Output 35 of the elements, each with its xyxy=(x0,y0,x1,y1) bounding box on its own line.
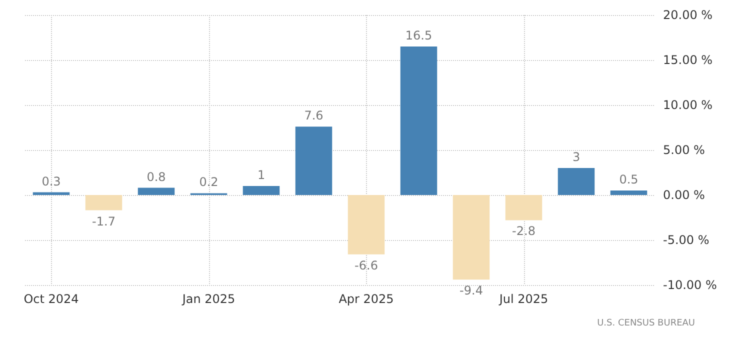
y-tick-label: 20.00 % xyxy=(663,8,713,22)
x-tick-label: Jul 2025 xyxy=(498,292,548,306)
x-tick-label: Apr 2025 xyxy=(338,292,394,306)
bar xyxy=(138,188,175,195)
bar xyxy=(452,195,490,280)
data-label: 16.5 xyxy=(405,28,432,42)
text: U.S. CENSUS BUREAU xyxy=(597,318,695,328)
y-tick-label: 5.00 % xyxy=(663,143,705,157)
bar xyxy=(610,190,648,195)
y-tick-label: 15.00 % xyxy=(663,53,713,67)
x-tick-label: Jan 2025 xyxy=(181,292,236,306)
data-label: -1.7 xyxy=(92,214,116,228)
x-tick-label: Oct 2024 xyxy=(24,292,79,306)
y-tick-label: 0.00 % xyxy=(663,188,705,202)
bar xyxy=(558,168,595,195)
y-tick-label: -5.00 % xyxy=(663,233,710,247)
data-label: -2.8 xyxy=(512,224,536,238)
bar xyxy=(348,195,385,254)
data-label: -6.6 xyxy=(354,258,378,272)
bar xyxy=(400,46,438,195)
bar xyxy=(295,126,332,195)
data-label: 0.2 xyxy=(199,175,218,190)
bar xyxy=(505,195,542,220)
data-label: 0.5 xyxy=(619,172,638,186)
data-label: 3 xyxy=(572,150,580,164)
data-label: 0.8 xyxy=(146,170,166,184)
data-label: 7.6 xyxy=(304,108,324,123)
bar xyxy=(32,192,70,195)
y-tick-label: 10.00 % xyxy=(663,98,713,112)
bar xyxy=(242,186,280,195)
data-label: -9.4 xyxy=(460,284,483,298)
y-tick-label: -10.00 % xyxy=(663,278,717,292)
data-label: 0.3 xyxy=(42,174,61,188)
bar xyxy=(85,195,122,210)
data-label: 1 xyxy=(257,168,266,182)
